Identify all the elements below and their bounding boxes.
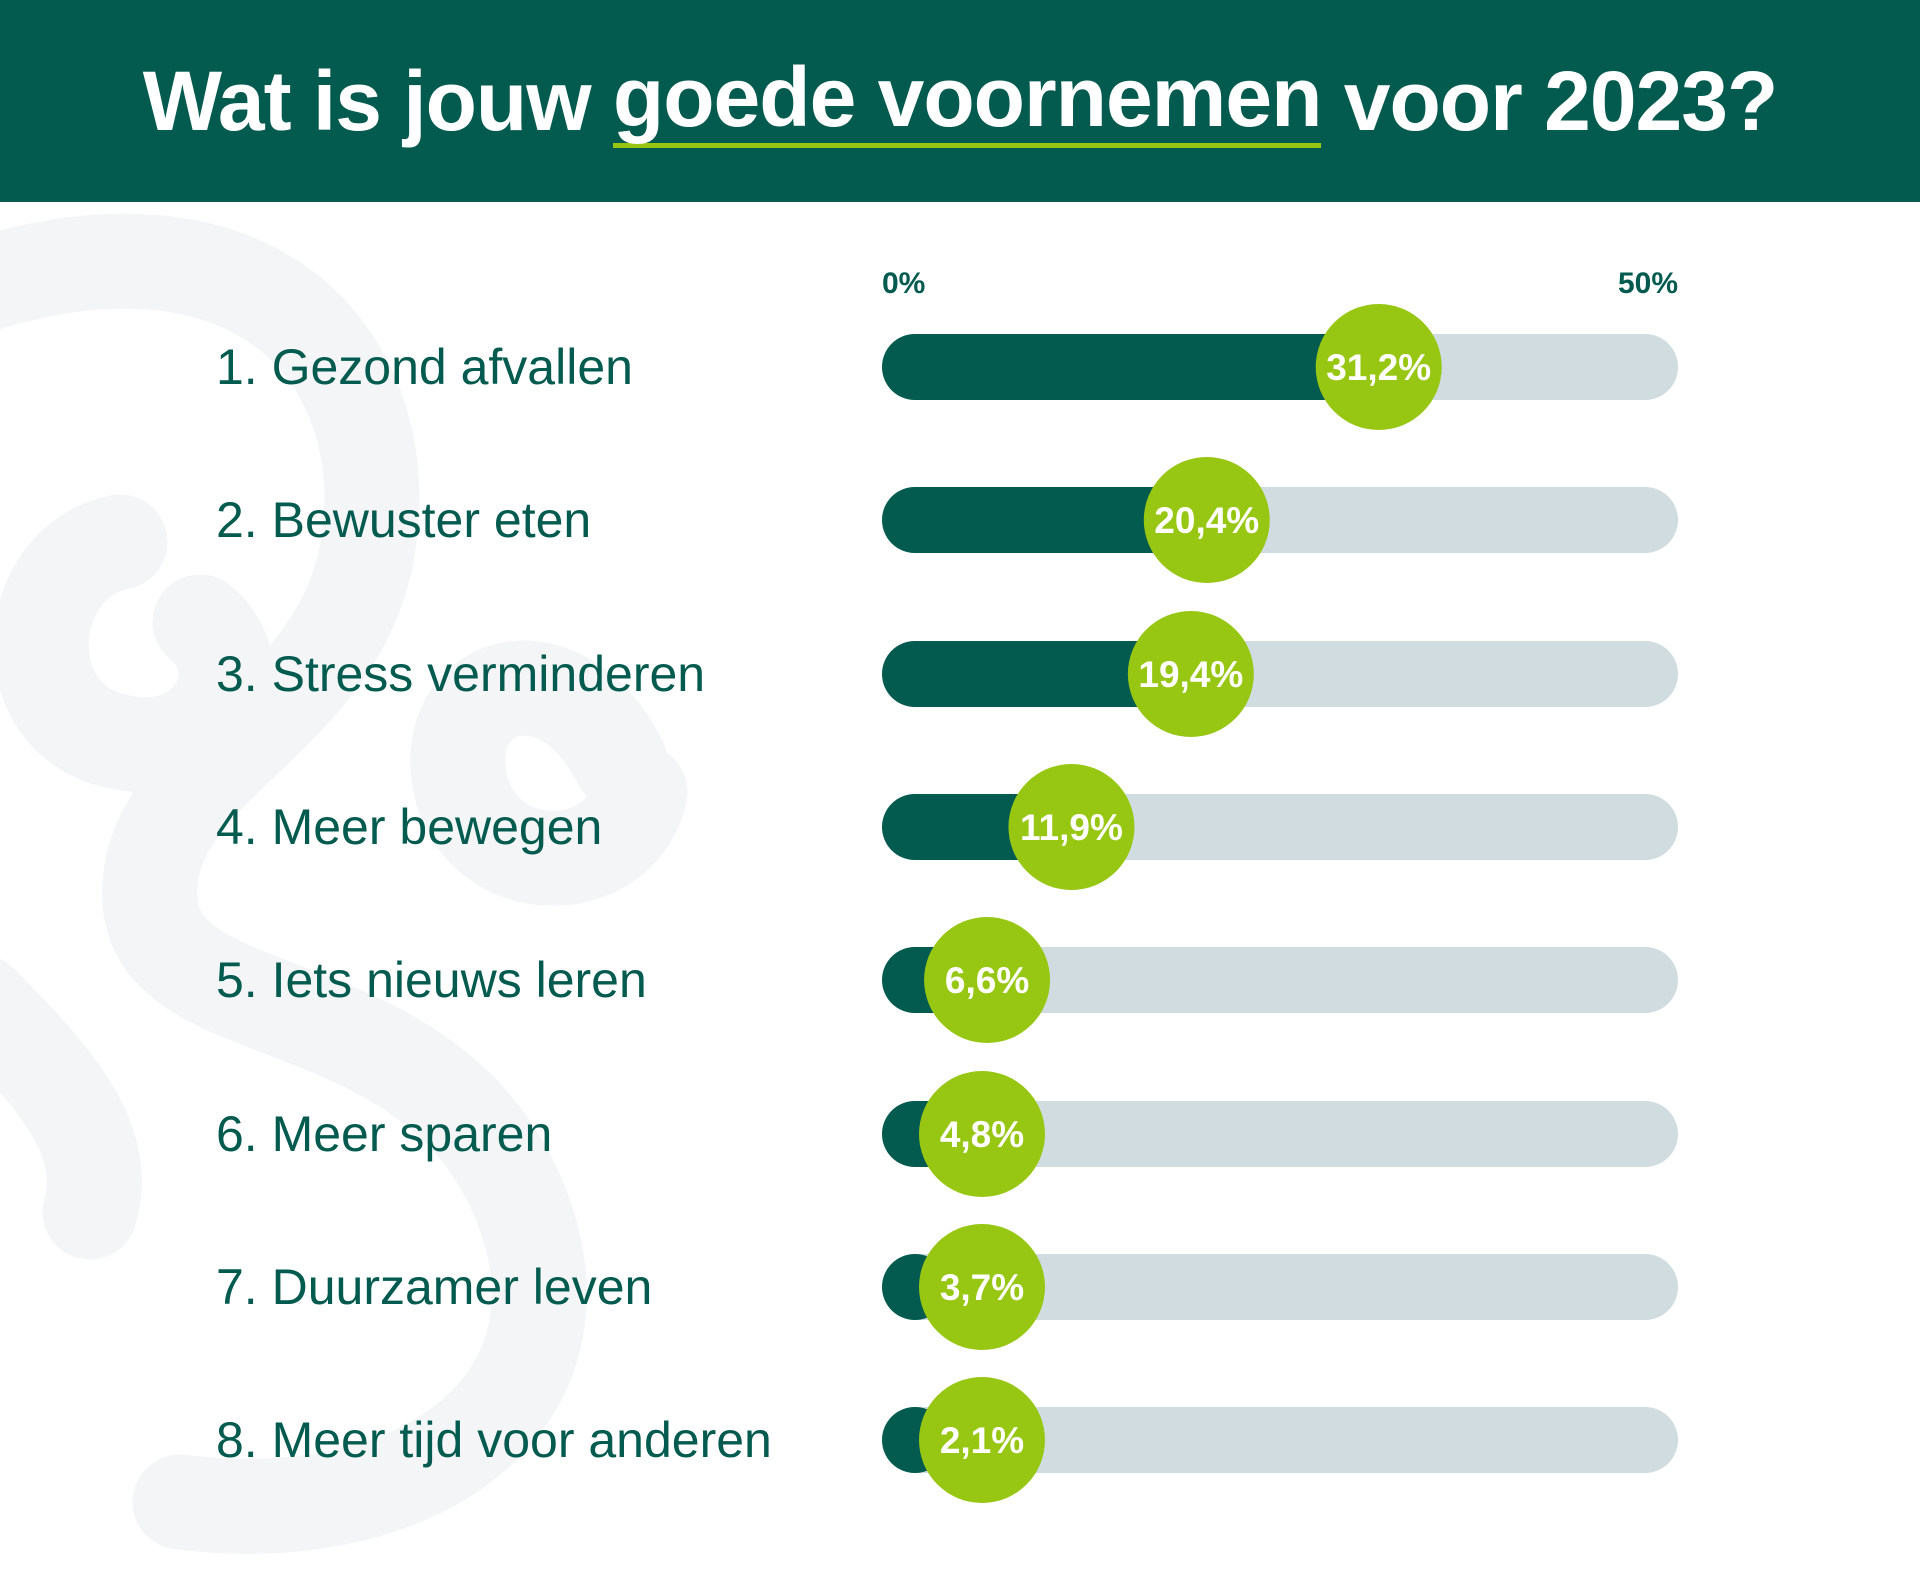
- value-label: 31,2%: [1326, 347, 1431, 388]
- bar-track: [882, 947, 1678, 1013]
- page-title: Wat is jouw goede voornemen voor 2023?: [0, 0, 1920, 202]
- title-highlight: goede voornemen: [612, 55, 1322, 148]
- category-label: 4. Meer bewegen: [216, 799, 602, 855]
- axis-ticks: 0% 50%: [882, 267, 1678, 300]
- bar-track: [882, 1101, 1678, 1167]
- value-label: 2,1%: [940, 1420, 1024, 1461]
- category-label: 7. Duurzamer leven: [216, 1259, 652, 1315]
- chart-row: 7. Duurzamer leven 3,7%: [216, 1224, 1678, 1350]
- chart-rows: 1. Gezond afvallen 31,2%2. Bewuster eten 2…: [216, 304, 1678, 1503]
- value-label: 6,6%: [945, 960, 1029, 1001]
- value-label: 20,4%: [1154, 500, 1259, 541]
- value-badge: [1127, 611, 1254, 737]
- chart-row: 2. Bewuster eten 20,4%: [216, 457, 1678, 583]
- value-label: 3,7%: [940, 1267, 1024, 1308]
- category-label: 1. Gezond afvallen: [216, 339, 633, 395]
- bar-fill: [882, 641, 1191, 707]
- value-badge: [1143, 457, 1270, 583]
- value-badge: [919, 1071, 1045, 1197]
- title-part-2: voor 2023?: [1321, 53, 1779, 148]
- title-part-1: Wat is jouw: [142, 53, 613, 148]
- value-label: 19,4%: [1138, 654, 1243, 695]
- bar-fill: [882, 487, 1207, 553]
- value-badge: [1315, 304, 1442, 430]
- axis-tick-min: 0%: [882, 267, 925, 300]
- bar-track: [882, 1254, 1678, 1320]
- chart-row: 8. Meer tijd voor anderen 2,1%: [216, 1377, 1678, 1503]
- value-badge: [919, 1224, 1045, 1350]
- category-label: 8. Meer tijd voor anderen: [216, 1412, 772, 1468]
- value-badge: [919, 1377, 1045, 1503]
- category-label: 2. Bewuster eten: [216, 492, 591, 548]
- chart-row: 1. Gezond afvallen 31,2%: [216, 304, 1678, 430]
- chart-row: 4. Meer bewegen 11,9%: [216, 764, 1678, 890]
- value-label: 11,9%: [1020, 807, 1123, 848]
- value-badge: [1008, 764, 1135, 890]
- chart-row: 3. Stress verminderen 19,4%: [216, 611, 1678, 737]
- bar-track: [882, 1407, 1678, 1473]
- category-label: 6. Meer sparen: [216, 1106, 552, 1162]
- value-badge: [924, 917, 1051, 1043]
- header-banner: Wat is jouw goede voornemen voor 2023?: [0, 0, 1920, 202]
- background-decoration: [0, 213, 688, 1554]
- axis-tick-max: 50%: [1618, 267, 1678, 300]
- category-label: 5. Iets nieuws leren: [216, 952, 647, 1008]
- bar-fill: [882, 334, 1379, 400]
- value-label: 4,8%: [940, 1114, 1024, 1155]
- chart-row: 6. Meer sparen 4,8%: [216, 1071, 1678, 1197]
- category-label: 3. Stress verminderen: [216, 646, 705, 702]
- chart-row: 5. Iets nieuws leren 6,6%: [216, 917, 1678, 1043]
